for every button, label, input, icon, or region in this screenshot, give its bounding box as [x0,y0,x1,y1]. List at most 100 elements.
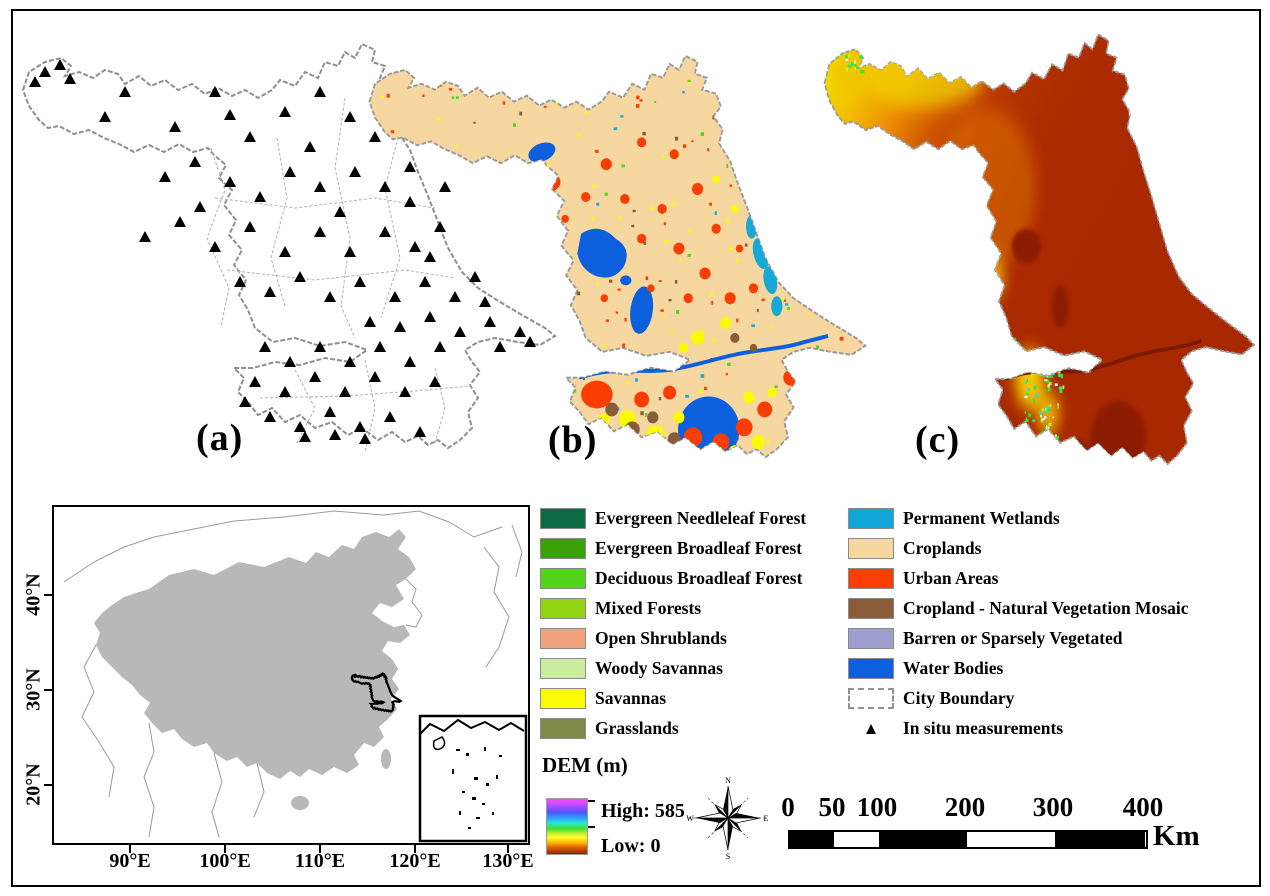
lon-label: 110°E [280,850,360,873]
legend-row-left-4: Open Shrublands [540,623,806,653]
in-situ-triangle [264,411,276,422]
in-situ-triangle [139,231,151,242]
in-situ-triangle [284,356,296,367]
legend-label: Barren or Sparsely Vegetated [903,628,1123,649]
lat-label: 40°N [23,565,46,625]
city-boundary-swatch [848,688,894,709]
legend-row-right-3: Cropland - Natural Vegetation Mosaic [848,593,1189,623]
in-situ-triangle-icon: ▲ [848,718,894,739]
legend-label: Croplands [903,538,981,559]
legend-label: Evergreen Needleleaf Forest [595,508,806,529]
compass-w-label: W [686,814,694,823]
panel-label-a: (a) [196,416,243,460]
dem-high-label: High: 585 [601,800,685,823]
legend-row-right-5: Water Bodies [848,653,1189,683]
in-situ-triangle [209,241,221,252]
map-c-dem [818,28,1258,480]
legend-row-left-2: Deciduous Broadleaf Forest [540,563,806,593]
legend-color-swatch [540,538,586,559]
scale-bar-segment [790,832,834,847]
scale-bar-tick-label: 100 [847,792,907,823]
legend-color-swatch [540,658,586,679]
legend-color-swatch [540,508,586,529]
legend-row-left-0: Evergreen Needleleaf Forest [540,503,806,533]
legend-row-left-6: Savannas [540,683,806,713]
scale-bar-segment [879,832,967,847]
lat-label: 20°N [23,755,46,815]
in-situ-triangle [194,201,206,212]
legend-label: Urban Areas [903,568,998,589]
scale-bar-tick-label: 300 [1023,792,1083,823]
in-situ-triangle [159,171,171,182]
map-b-land-cover [362,50,870,472]
legend-row-right-4: Barren or Sparsely Vegetated [848,623,1189,653]
scale-bar-tick-label: 400 [1113,792,1173,823]
lon-label: 130°E [468,850,548,873]
dem-low-label: Low: 0 [601,835,660,858]
in-situ-triangle [174,216,186,227]
panel-label-b: (b) [548,418,597,462]
legend-column-left: Evergreen Needleleaf Forest Evergreen Bro… [540,503,806,743]
legend-label: Open Shrublands [595,628,727,649]
hainan-island [291,796,309,810]
legend-color-swatch [848,508,894,529]
panel-label-c: (c) [915,418,960,462]
legend-label: City Boundary [903,688,1014,709]
scale-bar [788,830,1148,849]
dem-flats [1129,111,1144,123]
legend-row-right-2: Urban Areas [848,563,1189,593]
legend-color-swatch [540,718,586,739]
legend-color-swatch [540,688,586,709]
in-situ-triangle [259,341,271,352]
legend-row-left-7: Grasslands [540,713,806,743]
compass-n-label: N [725,776,731,785]
in-situ-triangle [299,431,311,442]
south-china-sea-inset [420,716,526,841]
scale-bar-segment [834,832,879,847]
legend-color-swatch [540,628,586,649]
legend-label: Cropland - Natural Vegetation Mosaic [903,598,1189,619]
scale-bar-segment [1055,832,1145,847]
lon-label: 100°E [185,850,265,873]
lat-label: 30°N [23,660,46,720]
legend-color-swatch [848,658,894,679]
legend-row-right-7: ▲ In situ measurements [848,713,1189,743]
in-situ-triangle [294,421,306,432]
legend-color-swatch [848,538,894,559]
legend-color-swatch [848,568,894,589]
legend-row-right-0: Permanent Wetlands [848,503,1189,533]
legend-label: Woody Savannas [595,658,723,679]
dem-tick-high [588,800,595,802]
lon-label: 90°E [90,850,170,873]
china-location-map [52,505,530,845]
legend-color-swatch [848,628,894,649]
in-situ-triangle [189,156,201,167]
compass-points [696,786,760,850]
figure-study-area: { "panels": [ {"label": "(a)", "descript… [0,0,1270,896]
legend-column-right: Permanent Wetlands Croplands Urban Areas Cr… [848,503,1189,743]
taiwan-island [381,749,391,769]
legend-color-swatch [848,598,894,619]
legend-row-left-5: Woody Savannas [540,653,806,683]
china-landmass [94,529,416,779]
legend-label: Permanent Wetlands [903,508,1060,529]
legend-label: Evergreen Broadleaf Forest [595,538,802,559]
dem-colorbar [546,798,588,855]
dem-legend-title: DEM (m) [542,753,628,778]
legend-color-swatch [540,568,586,589]
legend-label: In situ measurements [903,718,1063,739]
legend-label: Grasslands [595,718,679,739]
legend-row-right-6: City Boundary [848,683,1189,713]
scale-bar-tick-label: 200 [935,792,995,823]
legend-row-right-1: Croplands [848,533,1189,563]
dem-tick-mid [588,826,595,828]
legend-label: Mixed Forests [595,598,701,619]
legend-row-left-1: Evergreen Broadleaf Forest [540,533,806,563]
in-situ-triangle [329,429,341,440]
legend-color-swatch [540,598,586,619]
legend-label: Savannas [595,688,666,709]
forest-patches [639,462,691,471]
compass-s-label: S [726,852,730,861]
lon-label: 120°E [375,850,455,873]
legend-label: Water Bodies [903,658,1003,679]
